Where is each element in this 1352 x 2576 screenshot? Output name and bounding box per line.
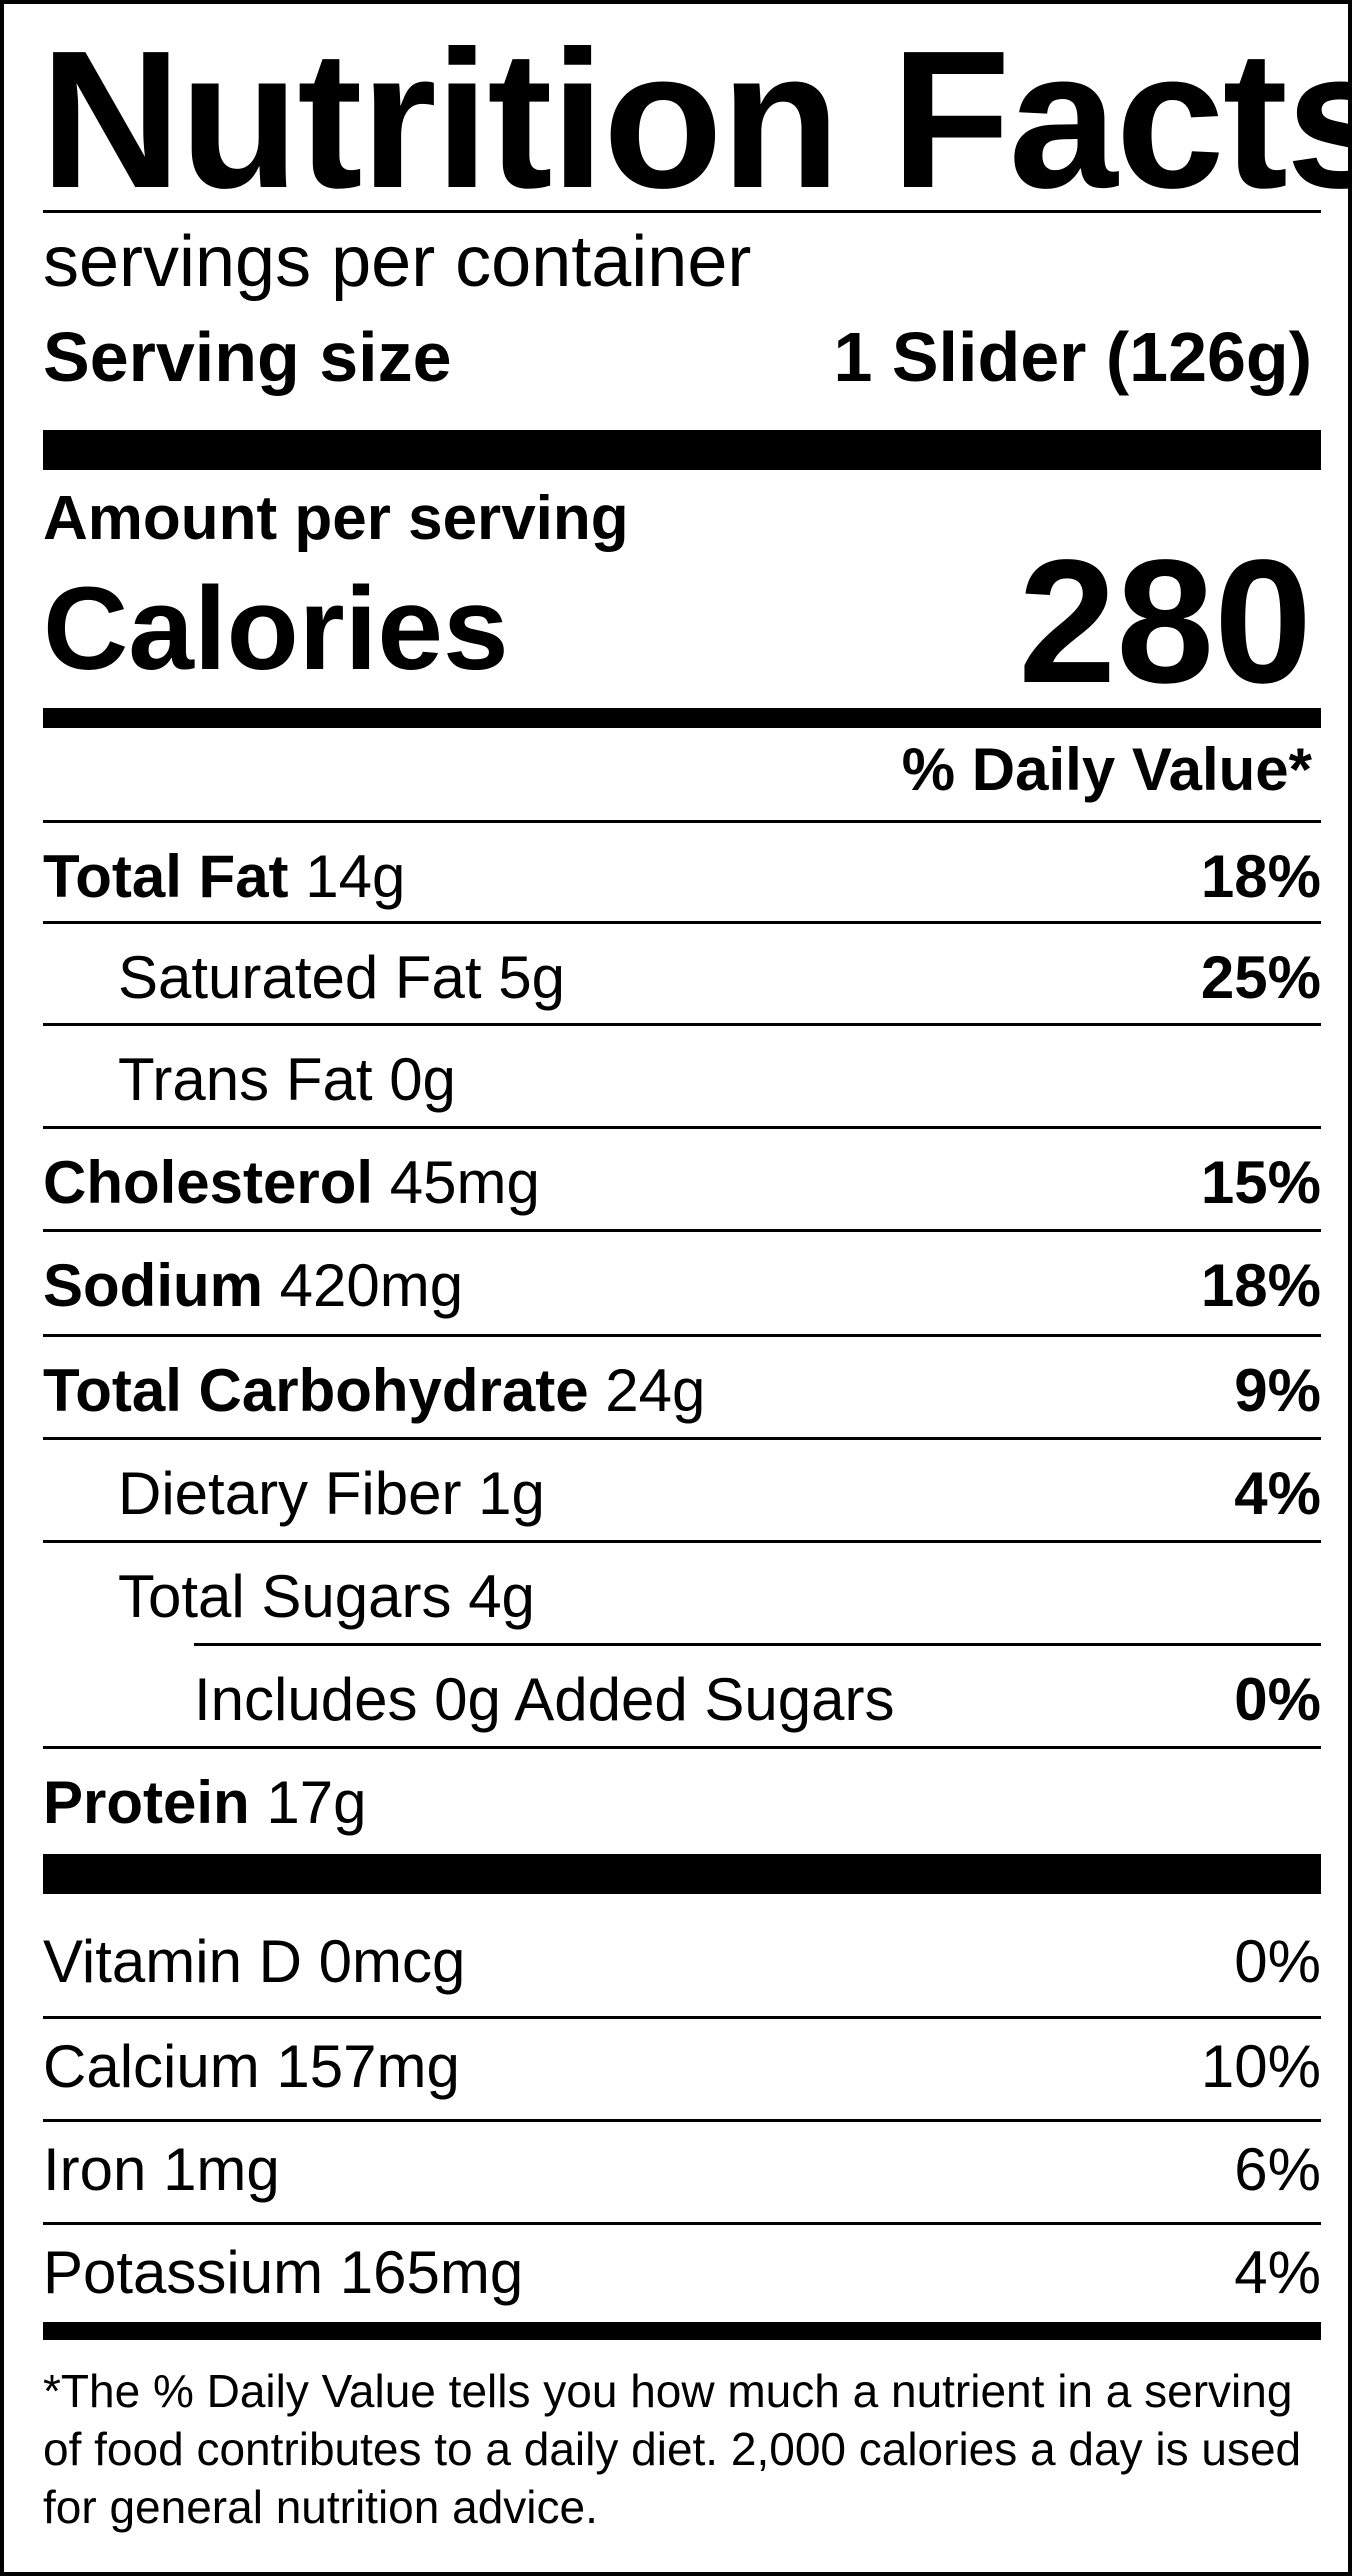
nutrient-row-trans-fat: Trans Fat 0g (43, 1024, 1321, 1124)
nutrient-amount: 24g (605, 1357, 706, 1424)
nutrient-label: Total Carbohydrate 24g (43, 1361, 705, 1421)
nutrient-dv: 0% (1234, 1666, 1321, 1733)
label-title: Nutrition Facts (40, 10, 1352, 229)
vitamin-amount: 1mg (163, 2136, 280, 2203)
vitamin-row-iron: Iron 1mg 6% (43, 2120, 1321, 2220)
nutrient-name: Cholesterol (43, 1149, 374, 1216)
vitamin-amount: 157mg (276, 2033, 460, 2100)
nutrient-dv: 15% (1200, 1149, 1321, 1216)
nutrient-amount: 4g (468, 1563, 535, 1630)
nutrient-label: Total Sugars 4g (118, 1567, 535, 1627)
nutrient-label: Saturated Fat 5g (118, 948, 565, 1008)
row-divider (43, 1334, 1321, 1337)
nutrient-name: Total Fat (43, 843, 289, 910)
nutrient-row-added-sugars: Includes 0g Added Sugars 0% (43, 1644, 1321, 1744)
indented-row-divider (194, 1643, 1321, 1646)
nutrient-name: Trans Fat (118, 1046, 373, 1113)
calories-divider (43, 708, 1321, 728)
nutrient-row-total-carbohydrate: Total Carbohydrate 24g 9% (43, 1335, 1321, 1435)
row-divider (43, 2016, 1321, 2019)
footnote-divider (43, 2322, 1321, 2340)
nutrient-amount: 17g (266, 1769, 367, 1836)
servings-per-container: servings per container (43, 222, 752, 302)
daily-value-header: % Daily Value* (901, 736, 1312, 803)
row-divider (43, 1540, 1321, 1543)
nutrient-dv: 18% (1200, 843, 1321, 910)
vitamin-label: Iron 1mg (43, 2140, 280, 2200)
nutrient-name: Total Sugars (118, 1563, 452, 1630)
nutrient-amount: 420mg (279, 1252, 464, 1319)
vitamin-label: Vitamin D 0mcg (43, 1932, 465, 1992)
nutrient-label: Total Fat 14g (43, 847, 405, 907)
nutrient-amount: 45mg (389, 1149, 540, 1216)
row-divider (43, 820, 1321, 823)
row-divider (43, 1437, 1321, 1440)
vitamin-name: Iron (43, 2136, 147, 2203)
daily-value-footnote: *The % Daily Value tells you how much a … (43, 2365, 1302, 2533)
nutrient-name: Includes 0g Added Sugars (194, 1666, 895, 1733)
nutrient-amount: 1g (478, 1460, 545, 1527)
vitamin-label: Potassium 165mg (43, 2243, 523, 2303)
nutrient-dv: 25% (1200, 944, 1321, 1011)
vitamin-row-calcium: Calcium 157mg 10% (43, 2017, 1321, 2117)
nutrient-row-sodium: Sodium 420mg 18% (43, 1230, 1321, 1330)
vitamin-dv: 4% (1234, 2239, 1321, 2306)
row-divider (43, 1746, 1321, 1749)
nutrient-name: Protein (43, 1769, 250, 1836)
nutrient-amount: 14g (305, 843, 406, 910)
nutrient-label: Sodium 420mg (43, 1256, 463, 1316)
nutrient-label: Dietary Fiber 1g (118, 1464, 545, 1524)
nutrient-row-saturated-fat: Saturated Fat 5g 25% (43, 922, 1321, 1022)
vitamin-dv: 6% (1234, 2136, 1321, 2203)
row-divider (43, 921, 1321, 924)
row-divider (43, 1229, 1321, 1232)
nutrient-amount: 5g (498, 944, 565, 1011)
vitamin-name: Calcium (43, 2033, 260, 2100)
vitamin-name: Vitamin D (43, 1928, 302, 1995)
calories-value: 280 (1018, 524, 1312, 720)
row-divider (43, 1126, 1321, 1129)
nutrient-name: Total Carbohydrate (43, 1357, 589, 1424)
vitamin-label: Calcium 157mg (43, 2037, 460, 2097)
nutrient-name: Saturated Fat (118, 944, 482, 1011)
nutrient-label: Includes 0g Added Sugars (194, 1670, 895, 1730)
amount-per-serving: Amount per serving (43, 484, 629, 553)
nutrient-dv: 18% (1200, 1252, 1321, 1319)
nutrient-row-cholesterol: Cholesterol 45mg 15% (43, 1127, 1321, 1227)
vitamin-row-vitamin-d: Vitamin D 0mcg 0% (43, 1910, 1321, 2010)
nutrient-row-dietary-fiber: Dietary Fiber 1g 4% (43, 1438, 1321, 1538)
nutrient-row-protein: Protein 17g (43, 1747, 1321, 1847)
nutrient-row-total-sugars: Total Sugars 4g (43, 1541, 1321, 1641)
nutrient-dv: 4% (1234, 1460, 1321, 1527)
thick-divider-vitamins (43, 1854, 1321, 1894)
title-divider (43, 210, 1321, 213)
nutrient-amount: 0g (389, 1046, 456, 1113)
nutrient-row-total-fat: Total Fat 14g 18% (43, 821, 1321, 921)
nutrient-name: Dietary Fiber (118, 1460, 462, 1527)
nutrient-dv: 9% (1234, 1357, 1321, 1424)
row-divider (43, 1023, 1321, 1026)
nutrient-label: Cholesterol 45mg (43, 1153, 540, 1213)
nutrient-name: Sodium (43, 1252, 263, 1319)
vitamin-row-potassium: Potassium 165mg 4% (43, 2223, 1321, 2323)
nutrient-label: Protein 17g (43, 1773, 366, 1833)
vitamin-name: Potassium (43, 2239, 324, 2306)
calories-label: Calories (43, 563, 509, 695)
nutrient-label: Trans Fat 0g (118, 1050, 456, 1110)
vitamin-dv: 10% (1200, 2033, 1321, 2100)
vitamin-amount: 165mg (339, 2239, 524, 2306)
row-divider (43, 2222, 1321, 2225)
thick-divider-top (43, 430, 1321, 470)
vitamin-amount: 0mcg (318, 1928, 466, 1995)
serving-size-label: Serving size (43, 318, 452, 396)
vitamin-dv: 0% (1234, 1928, 1321, 1995)
row-divider (43, 2119, 1321, 2122)
serving-size-value: 1 Slider (126g) (833, 318, 1312, 396)
